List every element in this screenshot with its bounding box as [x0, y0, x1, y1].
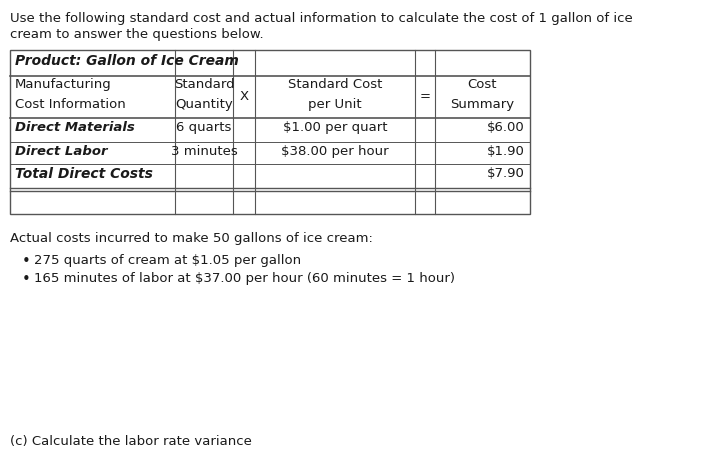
Text: •: •: [22, 272, 31, 287]
Text: Product: Gallon of Ice Cream: Product: Gallon of Ice Cream: [15, 54, 239, 68]
Text: Summary: Summary: [450, 98, 515, 111]
Text: $38.00 per hour: $38.00 per hour: [281, 145, 389, 158]
Text: $7.90: $7.90: [487, 167, 525, 180]
Text: Standard: Standard: [173, 78, 234, 91]
Text: Actual costs incurred to make 50 gallons of ice cream:: Actual costs incurred to make 50 gallons…: [10, 232, 373, 245]
Text: $6.00: $6.00: [487, 121, 525, 134]
Text: Cost: Cost: [467, 78, 497, 91]
Text: Quantity: Quantity: [175, 98, 233, 111]
Text: X: X: [240, 91, 249, 103]
Text: Cost Information: Cost Information: [15, 98, 125, 111]
Text: Manufacturing: Manufacturing: [15, 78, 112, 91]
Text: =: =: [419, 91, 431, 103]
Bar: [10, 50, 530, 214]
Text: Standard Cost: Standard Cost: [288, 78, 382, 91]
Text: $1.90: $1.90: [487, 145, 525, 158]
Text: cream to answer the questions below.: cream to answer the questions below.: [10, 28, 264, 41]
Text: 6 quarts: 6 quarts: [176, 121, 232, 134]
Text: (c) Calculate the labor rate variance: (c) Calculate the labor rate variance: [10, 435, 252, 448]
Text: 3 minutes: 3 minutes: [171, 145, 238, 158]
Text: $1.00 per quart: $1.00 per quart: [283, 121, 387, 134]
Text: Direct Materials: Direct Materials: [15, 121, 135, 134]
Text: Use the following standard cost and actual information to calculate the cost of : Use the following standard cost and actu…: [10, 12, 633, 25]
Text: 165 minutes of labor at $37.00 per hour (60 minutes = 1 hour): 165 minutes of labor at $37.00 per hour …: [34, 272, 455, 285]
Text: Total Direct Costs: Total Direct Costs: [15, 167, 153, 181]
Text: 275 quarts of cream at $1.05 per gallon: 275 quarts of cream at $1.05 per gallon: [34, 254, 301, 267]
Text: Direct Labor: Direct Labor: [15, 145, 107, 158]
Text: per Unit: per Unit: [308, 98, 362, 111]
Text: •: •: [22, 254, 31, 269]
